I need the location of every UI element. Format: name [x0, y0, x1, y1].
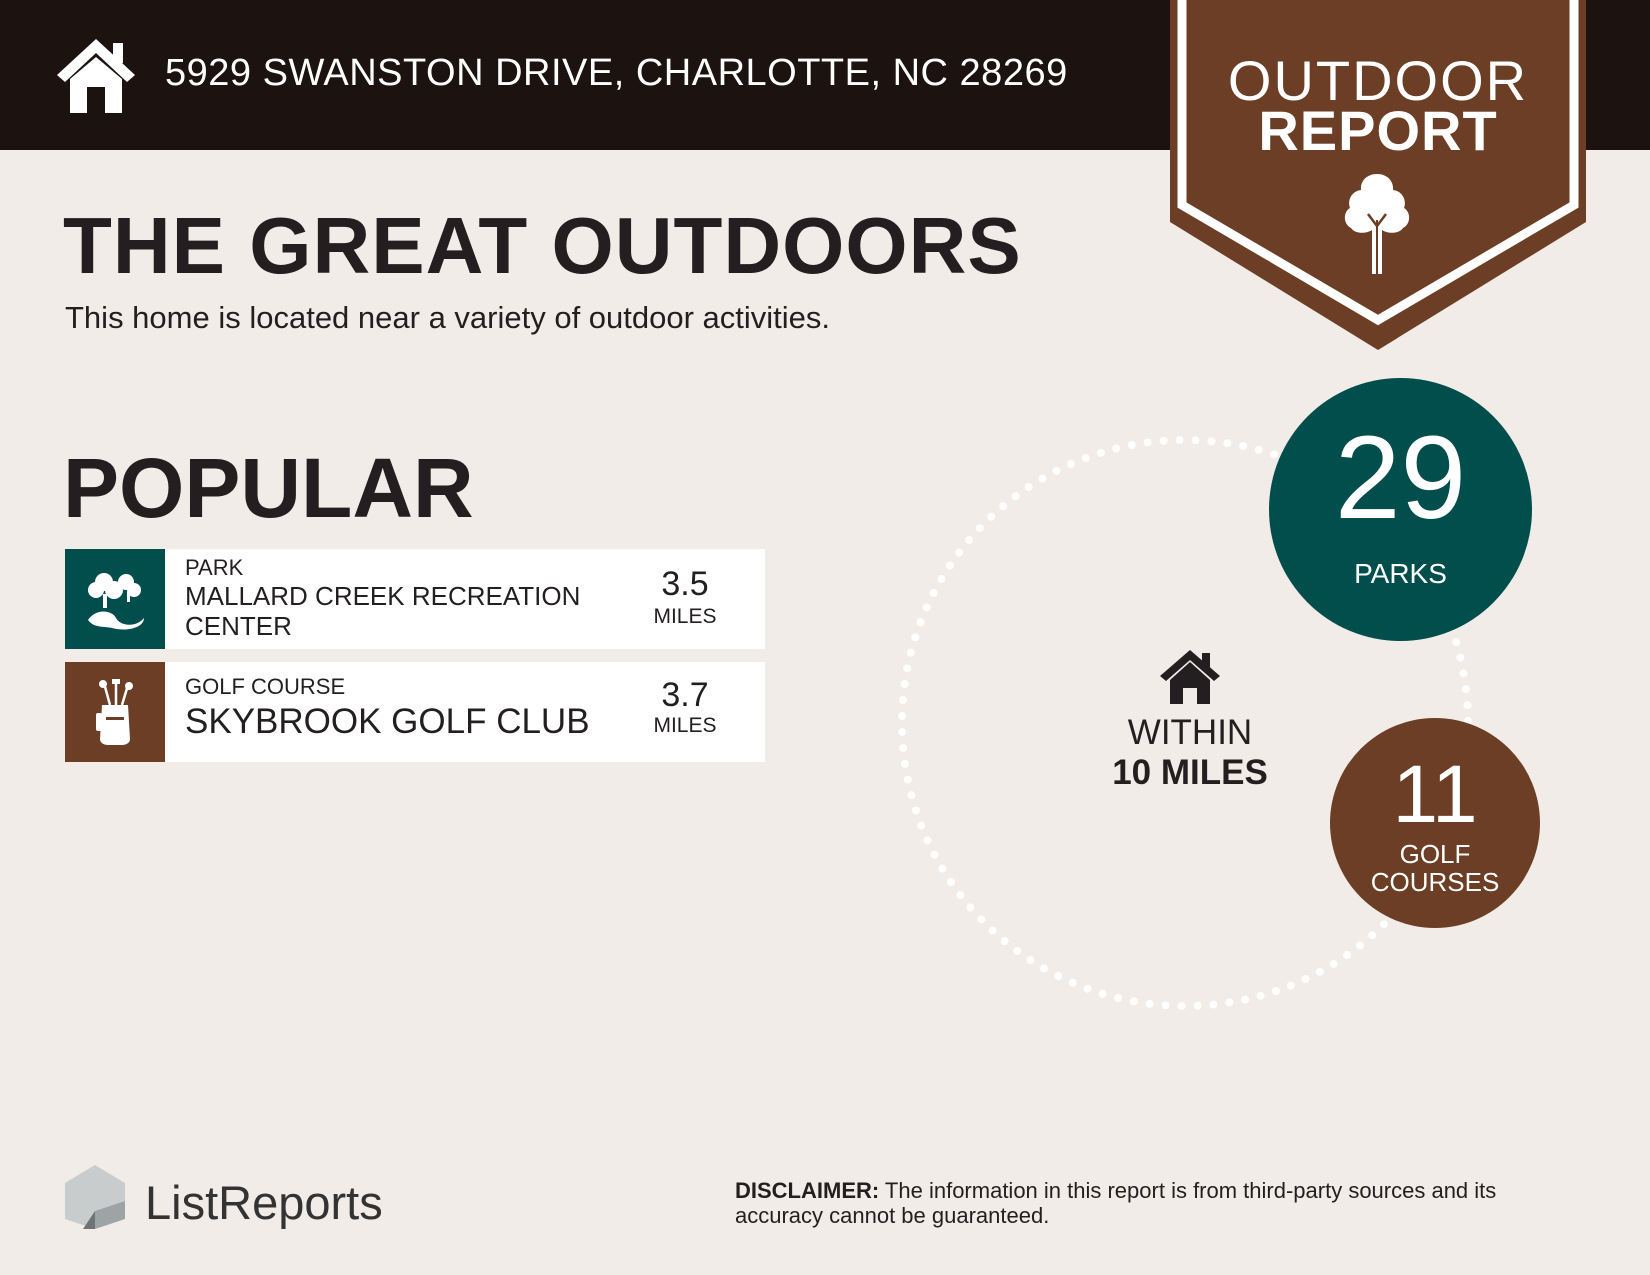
within-label: WITHIN: [1127, 713, 1253, 752]
popular-item-golf-course[interactable]: GOLF COURSE SKYBROOK GOLF CLUB 3.7 MILES: [65, 662, 765, 762]
within-distance: 10 MILES: [1112, 753, 1268, 792]
badge-title-line1: OUTDOOR: [1227, 49, 1529, 112]
golf-courses-count-circle: 11 GOLF COURSES: [1330, 718, 1540, 928]
item-distance-unit: MILES: [653, 714, 717, 737]
page-subtitle: This home is located near a variety of o…: [65, 300, 831, 335]
item-category: GOLF COURSE: [185, 674, 346, 699]
item-category: PARK: [185, 555, 244, 580]
golf-bag-icon: [65, 662, 165, 762]
property-address: 5929 SWANSTON DRIVE, CHARLOTTE, NC 28269: [165, 52, 1068, 94]
golf-courses-label: GOLF COURSES: [1370, 839, 1500, 897]
badge-title-line2: REPORT: [1258, 99, 1498, 162]
tree-icon: [1344, 174, 1410, 274]
listreports-logo-icon: [65, 1165, 125, 1229]
disclaimer-text: The information in this report is from t…: [735, 1178, 1497, 1228]
popular-heading: POPULAR: [63, 441, 474, 535]
disclaimer: DISCLAIMER: The information in this repo…: [735, 1178, 1585, 1228]
popular-item-park[interactable]: PARK MALLARD CREEK RECREATION CENTER 3.5…: [65, 549, 765, 649]
parks-label: PARKS: [1354, 558, 1447, 589]
item-name: MALLARD CREEK RECREATION CENTER: [185, 581, 581, 641]
brand-name: ListReports: [145, 1176, 383, 1229]
home-icon: [57, 39, 135, 113]
item-name: SKYBROOK GOLF CLUB: [185, 702, 590, 741]
page-title: THE GREAT OUTDOORS: [63, 201, 1022, 290]
parks-count: 29: [1334, 412, 1467, 544]
park-icon: [65, 549, 165, 649]
item-distance: 3.7: [661, 676, 709, 714]
item-distance: 3.5: [661, 565, 709, 603]
home-icon-small: [1160, 650, 1220, 704]
item-distance-unit: MILES: [653, 605, 717, 628]
disclaimer-label: DISCLAIMER:: [735, 1178, 880, 1203]
parks-count-circle: 29 PARKS: [1269, 378, 1532, 641]
golf-courses-count: 11: [1392, 749, 1478, 840]
